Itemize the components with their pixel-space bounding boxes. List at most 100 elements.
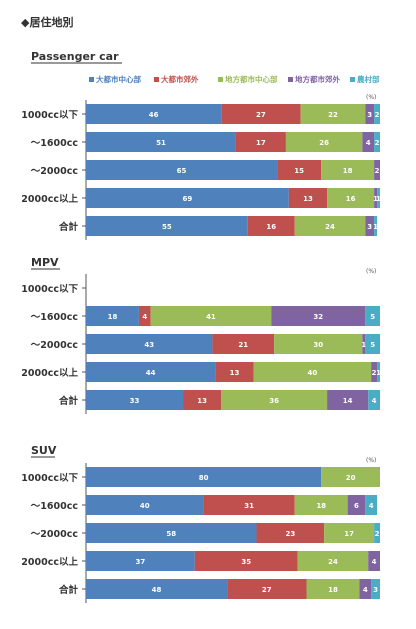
data-label: 31: [244, 502, 254, 510]
bar-segment: [327, 390, 369, 410]
page-heading: ◆居住地別: [21, 16, 74, 29]
data-label: 4: [366, 139, 371, 147]
category-label: 合計: [59, 221, 79, 233]
bar-segment: [203, 495, 295, 515]
bar-segment: [86, 362, 216, 382]
category-label: ～1600cc: [31, 501, 78, 512]
data-label: 48: [152, 586, 162, 594]
bar-segment: [371, 362, 378, 382]
bar-segment: [86, 390, 184, 410]
chart-title: MPV: [31, 256, 59, 269]
data-label: 14: [343, 397, 353, 405]
data-label: 4: [369, 502, 374, 510]
legend-swatch: [350, 77, 355, 82]
category-label: 1000cc以下: [21, 110, 78, 121]
data-label: 3: [373, 586, 378, 594]
bar-segment: [368, 390, 380, 410]
unit-label: (%): [366, 268, 376, 275]
bar-segment: [271, 306, 366, 326]
bar-segment: [285, 132, 363, 152]
category-label: ～1600cc: [31, 312, 78, 323]
bar-segment: [362, 334, 366, 354]
bar-segment: [306, 579, 360, 599]
bar-segment: [274, 334, 363, 354]
bar-segment: [221, 104, 301, 124]
bar-segment: [362, 132, 375, 152]
data-label: 18: [328, 586, 338, 594]
bar-segment: [138, 306, 151, 326]
category-label: 2000cc以上: [21, 556, 78, 568]
bar-segment: [86, 104, 222, 124]
data-label: 4: [363, 586, 368, 594]
bar-segment: [365, 306, 380, 326]
data-label: 2: [372, 369, 377, 377]
data-label: 13: [230, 369, 240, 377]
bar-segment: [294, 495, 348, 515]
data-label: 30: [313, 341, 323, 349]
data-label: 2: [375, 139, 380, 147]
data-label: 16: [266, 223, 276, 231]
bar-segment: [374, 132, 380, 152]
data-label: 20: [346, 474, 356, 482]
bar-segment: [227, 579, 307, 599]
data-label: 69: [183, 195, 193, 203]
legend-label: 農村部: [357, 74, 380, 84]
bar-segment: [374, 104, 380, 124]
data-label: 13: [197, 397, 207, 405]
data-label: 3: [367, 223, 372, 231]
data-label: 1: [361, 341, 366, 349]
bar-segment: [215, 362, 254, 382]
bar-segment: [377, 362, 380, 382]
data-label: 46: [149, 111, 159, 119]
data-label: 23: [285, 530, 295, 538]
bar-segment: [347, 495, 366, 515]
data-label: 24: [328, 558, 338, 566]
data-label: 24: [325, 223, 335, 231]
data-label: 44: [146, 369, 156, 377]
unit-label: (%): [366, 94, 376, 101]
data-label: 16: [346, 195, 356, 203]
bar-segment: [365, 495, 378, 515]
legend-swatch: [89, 77, 94, 82]
data-label: 40: [308, 369, 318, 377]
data-label: 55: [162, 223, 172, 231]
bar-segment: [86, 132, 236, 152]
data-label: 36: [269, 397, 279, 405]
category-label: 合計: [59, 584, 79, 596]
data-label: 1: [373, 195, 378, 203]
bar-segment: [150, 306, 272, 326]
chart-title: Passenger car: [31, 50, 119, 63]
data-label: 17: [256, 139, 266, 147]
data-label: 35: [241, 558, 251, 566]
bar-segment: [86, 551, 195, 571]
bar-segment: [86, 334, 213, 354]
bar-segment: [86, 188, 289, 208]
category-label: 1000cc以下: [21, 473, 78, 484]
bar-segment: [288, 188, 328, 208]
legend-label: 地方都市郊外: [295, 74, 340, 84]
data-label: 4: [142, 313, 147, 321]
category-label: 2000cc以上: [21, 193, 78, 205]
data-label: 18: [108, 313, 118, 321]
data-label: 65: [177, 167, 187, 175]
data-label: 27: [256, 111, 266, 119]
data-label: 6: [354, 502, 359, 510]
legend-swatch: [288, 77, 293, 82]
data-label: 80: [199, 474, 209, 482]
data-label: 3: [367, 111, 372, 119]
bar-segment: [294, 216, 366, 236]
data-label: 5: [370, 341, 375, 349]
bar-segment: [365, 104, 375, 124]
category-label: 合計: [59, 395, 79, 407]
category-label: ～1600cc: [31, 138, 78, 149]
data-label: 41: [206, 313, 216, 321]
bar-segment: [86, 523, 257, 543]
bar-segment: [297, 551, 369, 571]
data-label: 21: [238, 341, 248, 349]
bar-segment: [365, 334, 380, 354]
bar-segment: [86, 495, 204, 515]
category-label: ～2000cc: [31, 340, 78, 351]
data-label: 2: [375, 111, 380, 119]
data-label: 43: [144, 341, 154, 349]
